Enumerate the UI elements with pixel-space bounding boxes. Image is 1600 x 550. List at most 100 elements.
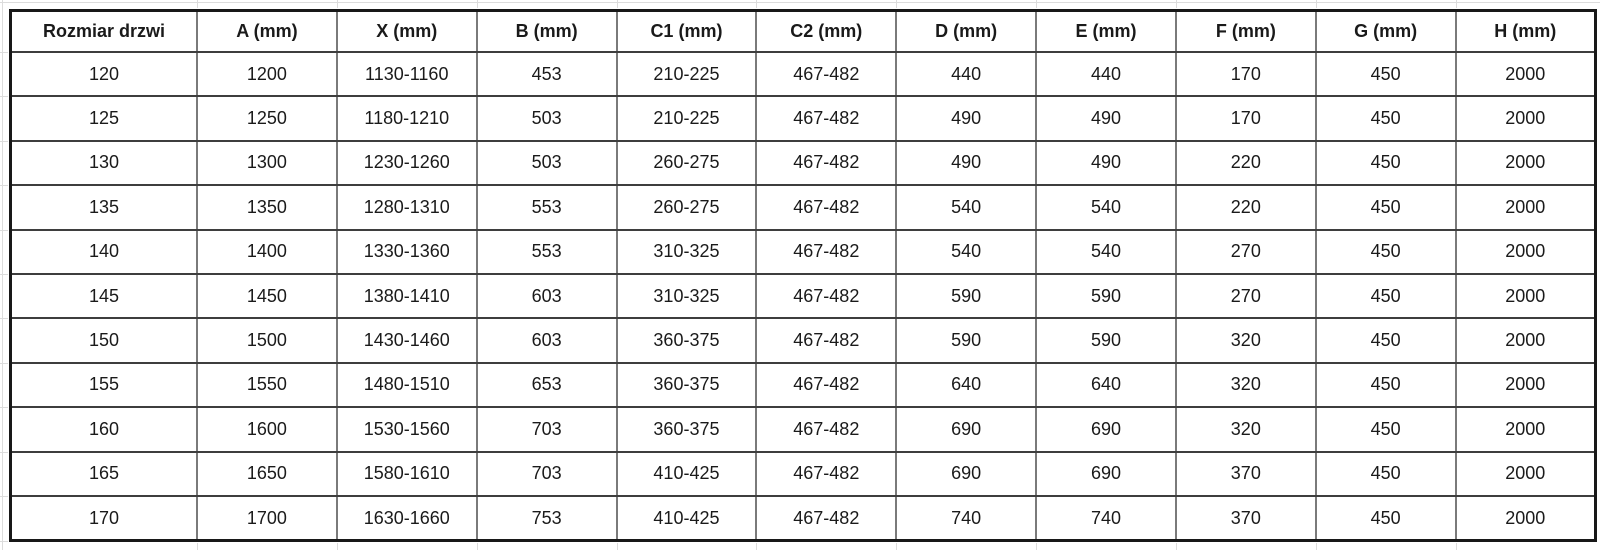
dimension-value-cell: 640 [1035, 361, 1177, 409]
door-size-cell: 160 [9, 406, 198, 453]
dimension-value-cell: 440 [1035, 50, 1177, 98]
table-row: 130 1300 1230-1260 503 260-275 467-482 490 490 2… [9, 139, 1597, 187]
dimension-value-cell: 450 [1314, 228, 1457, 275]
door-size-cell: 145 [9, 272, 198, 320]
gridline-artifact [0, 141, 8, 142]
dimension-value-cell: 450 [1314, 184, 1457, 231]
dimension-value-cell: 2000 [1454, 317, 1597, 364]
gridline-artifact [197, 0, 198, 8]
gridline-artifact [337, 0, 338, 8]
dimension-value-cell: 690 [895, 406, 1038, 453]
dimension-value-cell: 360-375 [615, 317, 758, 364]
dimension-value-cell: 2000 [1454, 139, 1597, 187]
gridline-artifact [617, 0, 618, 8]
dimension-value-cell: 450 [1314, 272, 1457, 320]
table-header: Rozmiar drzwi A (mm) X (mm) B (mm) C1 (mm) C2… [9, 9, 1597, 53]
dimension-value-cell: 270 [1174, 228, 1317, 275]
dimension-value-cell: 467-482 [755, 272, 898, 320]
dimension-value-cell: 703 [475, 450, 618, 497]
dimension-value-cell: 590 [895, 317, 1038, 364]
column-header-b: B (mm) [475, 9, 618, 53]
gridline-artifact [0, 96, 8, 97]
dimension-value-cell: 1380-1410 [335, 272, 478, 320]
dimension-value-cell: 690 [1035, 450, 1177, 497]
dimension-value-cell: 467-482 [755, 139, 898, 187]
dimension-value-cell: 440 [895, 50, 1038, 98]
dimension-value-cell: 210-225 [615, 95, 758, 142]
dimension-value-cell: 1530-1560 [335, 406, 478, 453]
dimension-value-cell: 590 [895, 272, 1038, 320]
dimension-value-cell: 590 [1035, 317, 1177, 364]
dimension-value-cell: 450 [1314, 361, 1457, 409]
gridline-artifact [1316, 0, 1317, 8]
dimension-value-cell: 590 [1035, 272, 1177, 320]
door-size-cell: 125 [9, 95, 198, 142]
dimension-value-cell: 1580-1610 [335, 450, 478, 497]
dimension-value-cell: 467-482 [755, 184, 898, 231]
dimension-value-cell: 467-482 [755, 317, 898, 364]
table-row: 145 1450 1380-1410 603 310-325 467-482 590 590 2… [9, 272, 1597, 320]
dimension-value-cell: 2000 [1454, 406, 1597, 453]
gridline-artifact [1316, 543, 1317, 550]
gridline-artifact [0, 496, 8, 497]
dimension-value-cell: 1500 [196, 317, 338, 364]
dimension-value-cell: 450 [1314, 406, 1457, 453]
dimension-value-cell: 450 [1314, 317, 1457, 364]
table-row: 165 1650 1580-1610 703 410-425 467-482 690 690 3… [9, 450, 1597, 497]
dimension-value-cell: 410-425 [615, 494, 758, 542]
table-row: 120 1200 1130-1160 453 210-225 467-482 440 440 1… [9, 50, 1597, 98]
gridline-artifact [197, 543, 198, 550]
dimension-value-cell: 360-375 [615, 406, 758, 453]
dimension-value-cell: 320 [1174, 361, 1317, 409]
dimension-value-cell: 1230-1260 [335, 139, 478, 187]
gridline-artifact [0, 52, 8, 53]
dimension-value-cell: 503 [475, 95, 618, 142]
dimension-value-cell: 740 [1035, 494, 1177, 542]
dimension-value-cell: 320 [1174, 317, 1317, 364]
dimension-value-cell: 503 [475, 139, 618, 187]
table-row: 160 1600 1530-1560 703 360-375 467-482 690 690 3… [9, 406, 1597, 453]
dimension-value-cell: 490 [895, 139, 1038, 187]
dimension-value-cell: 2000 [1454, 272, 1597, 320]
dimension-value-cell: 467-482 [755, 95, 898, 142]
door-size-cell: 165 [9, 450, 198, 497]
gridline-artifact [337, 543, 338, 550]
dimension-value-cell: 2000 [1454, 450, 1597, 497]
dimension-value-cell: 1480-1510 [335, 361, 478, 409]
dimension-value-cell: 490 [1035, 139, 1177, 187]
table-row: 140 1400 1330-1360 553 310-325 467-482 540 540 2… [9, 228, 1597, 275]
gridline-artifact [1176, 0, 1177, 8]
dimension-value-cell: 170 [1174, 50, 1317, 98]
dimension-value-cell: 220 [1174, 184, 1317, 231]
gridline-artifact [0, 407, 8, 408]
dimension-value-cell: 2000 [1454, 228, 1597, 275]
gridline-artifact [477, 0, 478, 8]
dimension-value-cell: 467-482 [755, 406, 898, 453]
dimension-value-cell: 410-425 [615, 450, 758, 497]
dimension-value-cell: 453 [475, 50, 618, 98]
dimension-value-cell: 490 [895, 95, 1038, 142]
table-row: 125 1250 1180-1210 503 210-225 467-482 490 490 1… [9, 95, 1597, 142]
dimension-value-cell: 170 [1174, 95, 1317, 142]
column-header-e: E (mm) [1035, 9, 1177, 53]
dimension-value-cell: 1250 [196, 95, 338, 142]
dimension-value-cell: 220 [1174, 139, 1317, 187]
gridline-artifact [0, 185, 8, 186]
dimension-value-cell: 360-375 [615, 361, 758, 409]
dimension-value-cell: 1400 [196, 228, 338, 275]
door-size-cell: 155 [9, 361, 198, 409]
dimension-value-cell: 467-482 [755, 361, 898, 409]
dimension-value-cell: 740 [895, 494, 1038, 542]
dimension-value-cell: 467-482 [755, 494, 898, 542]
dimension-value-cell: 1300 [196, 139, 338, 187]
dimension-value-cell: 603 [475, 317, 618, 364]
dimension-value-cell: 450 [1314, 95, 1457, 142]
dimension-value-cell: 320 [1174, 406, 1317, 453]
dimension-value-cell: 540 [1035, 184, 1177, 231]
dimension-value-cell: 553 [475, 228, 618, 275]
gridline-artifact [2, 0, 3, 550]
dimension-value-cell: 1200 [196, 50, 338, 98]
dimension-value-cell: 2000 [1454, 95, 1597, 142]
dimension-value-cell: 540 [895, 184, 1038, 231]
